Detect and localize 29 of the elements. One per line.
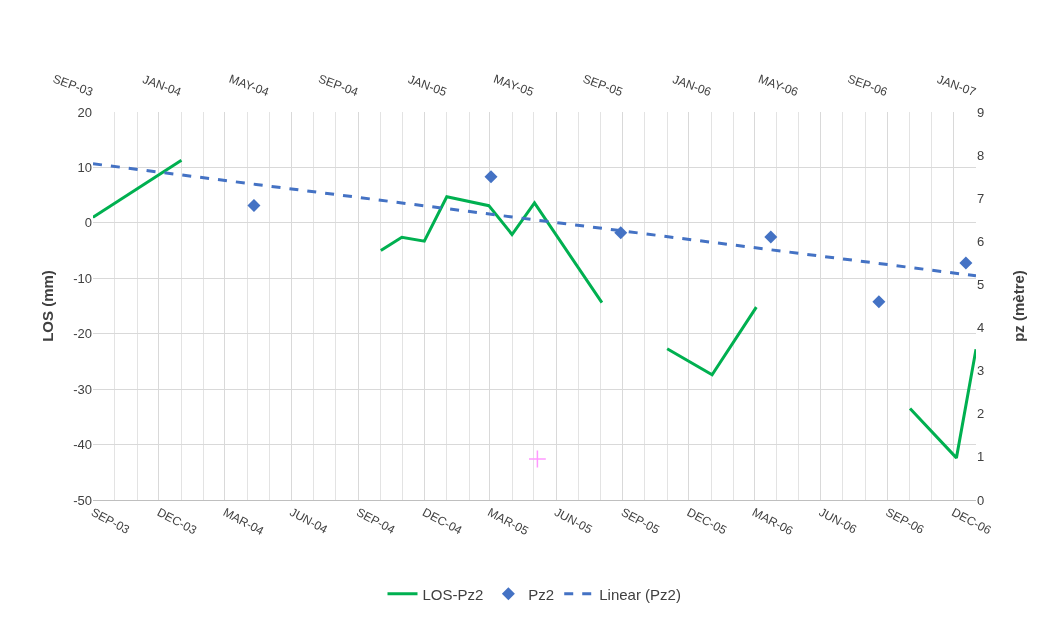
y-tick-label: -10 [73, 270, 92, 286]
y-tick-label: 10 [77, 159, 92, 175]
y2-tick-label: 5 [977, 276, 985, 292]
y2-axis-title: pz (mètre) [1009, 270, 1027, 342]
legend-label: LOS-Pz2 [422, 585, 484, 603]
y2-tick-label: 8 [977, 147, 985, 163]
y-tick-label: -20 [73, 326, 92, 342]
y2-tick-label: 0 [977, 492, 985, 508]
y-tick-label: -40 [73, 437, 92, 453]
y-tick-label: 20 [77, 104, 92, 120]
y-tick-label: -50 [73, 492, 92, 508]
legend-label: Pz2 [528, 585, 555, 603]
legend-label: Linear (Pz2) [599, 585, 681, 603]
point [764, 230, 778, 244]
y2-tick-label: 3 [977, 363, 985, 379]
y2-tick-label: 1 [977, 449, 985, 465]
y2-tick-label: 9 [977, 104, 985, 120]
y2-tick-label: 7 [977, 190, 985, 206]
y-axis-title: LOS (mm) [39, 270, 56, 342]
point [872, 295, 886, 309]
y-tick-label: 0 [84, 215, 92, 231]
y2-tick-label: 6 [977, 233, 985, 249]
y2-tick-label: 2 [977, 406, 985, 422]
y-tick-label: -30 [73, 381, 92, 397]
x2-tick-label: JAN-07 [935, 72, 979, 100]
point [247, 199, 261, 213]
point [484, 170, 498, 184]
point [959, 256, 973, 270]
y2-tick-label: 4 [977, 320, 985, 336]
